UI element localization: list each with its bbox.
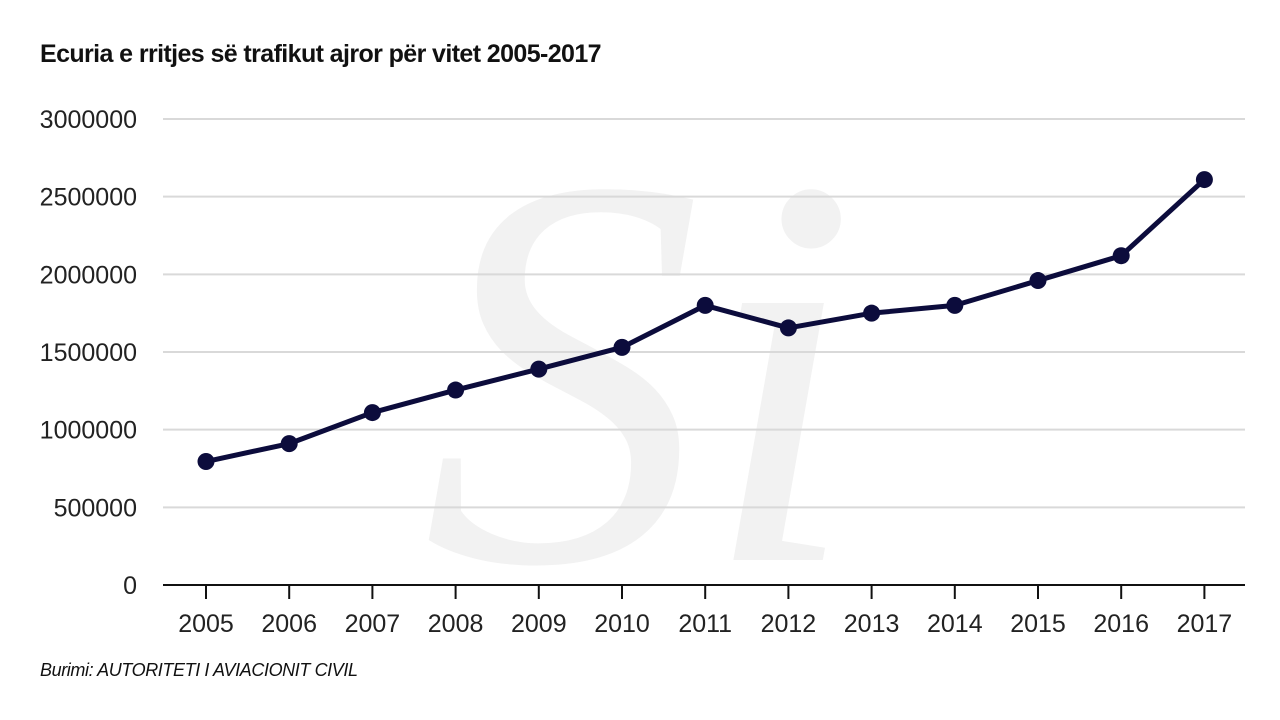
- y-tick-label: 2500000: [40, 184, 137, 212]
- y-tick-label: 3000000: [40, 106, 137, 134]
- y-tick-label: 1500000: [40, 339, 137, 367]
- x-tick-label: 2017: [1177, 610, 1233, 638]
- x-tick-label: 2009: [511, 610, 567, 638]
- x-tick-label: 2011: [678, 610, 732, 638]
- watermark-text: Si: [422, 62, 858, 682]
- data-point-2016: [1112, 247, 1130, 265]
- x-tick-label: 2010: [594, 610, 650, 638]
- data-point-2014: [946, 296, 964, 314]
- x-tick-label: 2015: [1010, 610, 1066, 638]
- source-note: Burimi: AUTORITETI I AVIACIONIT CIVIL: [40, 660, 358, 680]
- x-axis-tick-labels: 2005 2006 2007 2008 2009 2010 2011 2012 2013 2014…: [178, 610, 1232, 638]
- data-point-2005: [197, 453, 215, 471]
- y-tick-label: 0: [123, 572, 137, 600]
- y-tick-label: 500000: [54, 494, 137, 522]
- x-tick-label: 2013: [844, 610, 900, 638]
- x-tick-label: 2012: [761, 610, 817, 638]
- data-point-2012: [779, 319, 797, 337]
- data-point-2013: [863, 304, 881, 322]
- x-tick-label: 2007: [345, 610, 401, 638]
- watermark-logo: Si: [422, 62, 858, 682]
- gridlines: [163, 118, 1245, 509]
- y-tick-label: 2000000: [40, 261, 137, 289]
- data-point-2006: [280, 435, 298, 453]
- series: [197, 171, 1213, 471]
- data-point-2017: [1195, 171, 1213, 189]
- x-tick-label: 2005: [178, 610, 234, 638]
- x-tick-label: 2014: [927, 610, 983, 638]
- chart-title: Ecuria e rritjes së trafikut ajror për v…: [40, 40, 602, 68]
- data-point-2015: [1029, 272, 1047, 290]
- x-tick-label: 2006: [261, 610, 317, 638]
- x-tick-label: 2008: [428, 610, 484, 638]
- data-point-2008: [447, 381, 465, 399]
- data-point-2010: [613, 338, 631, 356]
- x-tick-label: 2016: [1093, 610, 1149, 638]
- data-point-2011: [696, 296, 714, 314]
- y-tick-label: 1000000: [40, 417, 137, 445]
- y-axis-tick-labels: 0 500000 1000000 1500000 2000000 2500000 30000…: [40, 106, 137, 600]
- data-point-2007: [363, 404, 381, 422]
- x-axis: [163, 584, 1245, 599]
- data-point-2009: [530, 360, 548, 378]
